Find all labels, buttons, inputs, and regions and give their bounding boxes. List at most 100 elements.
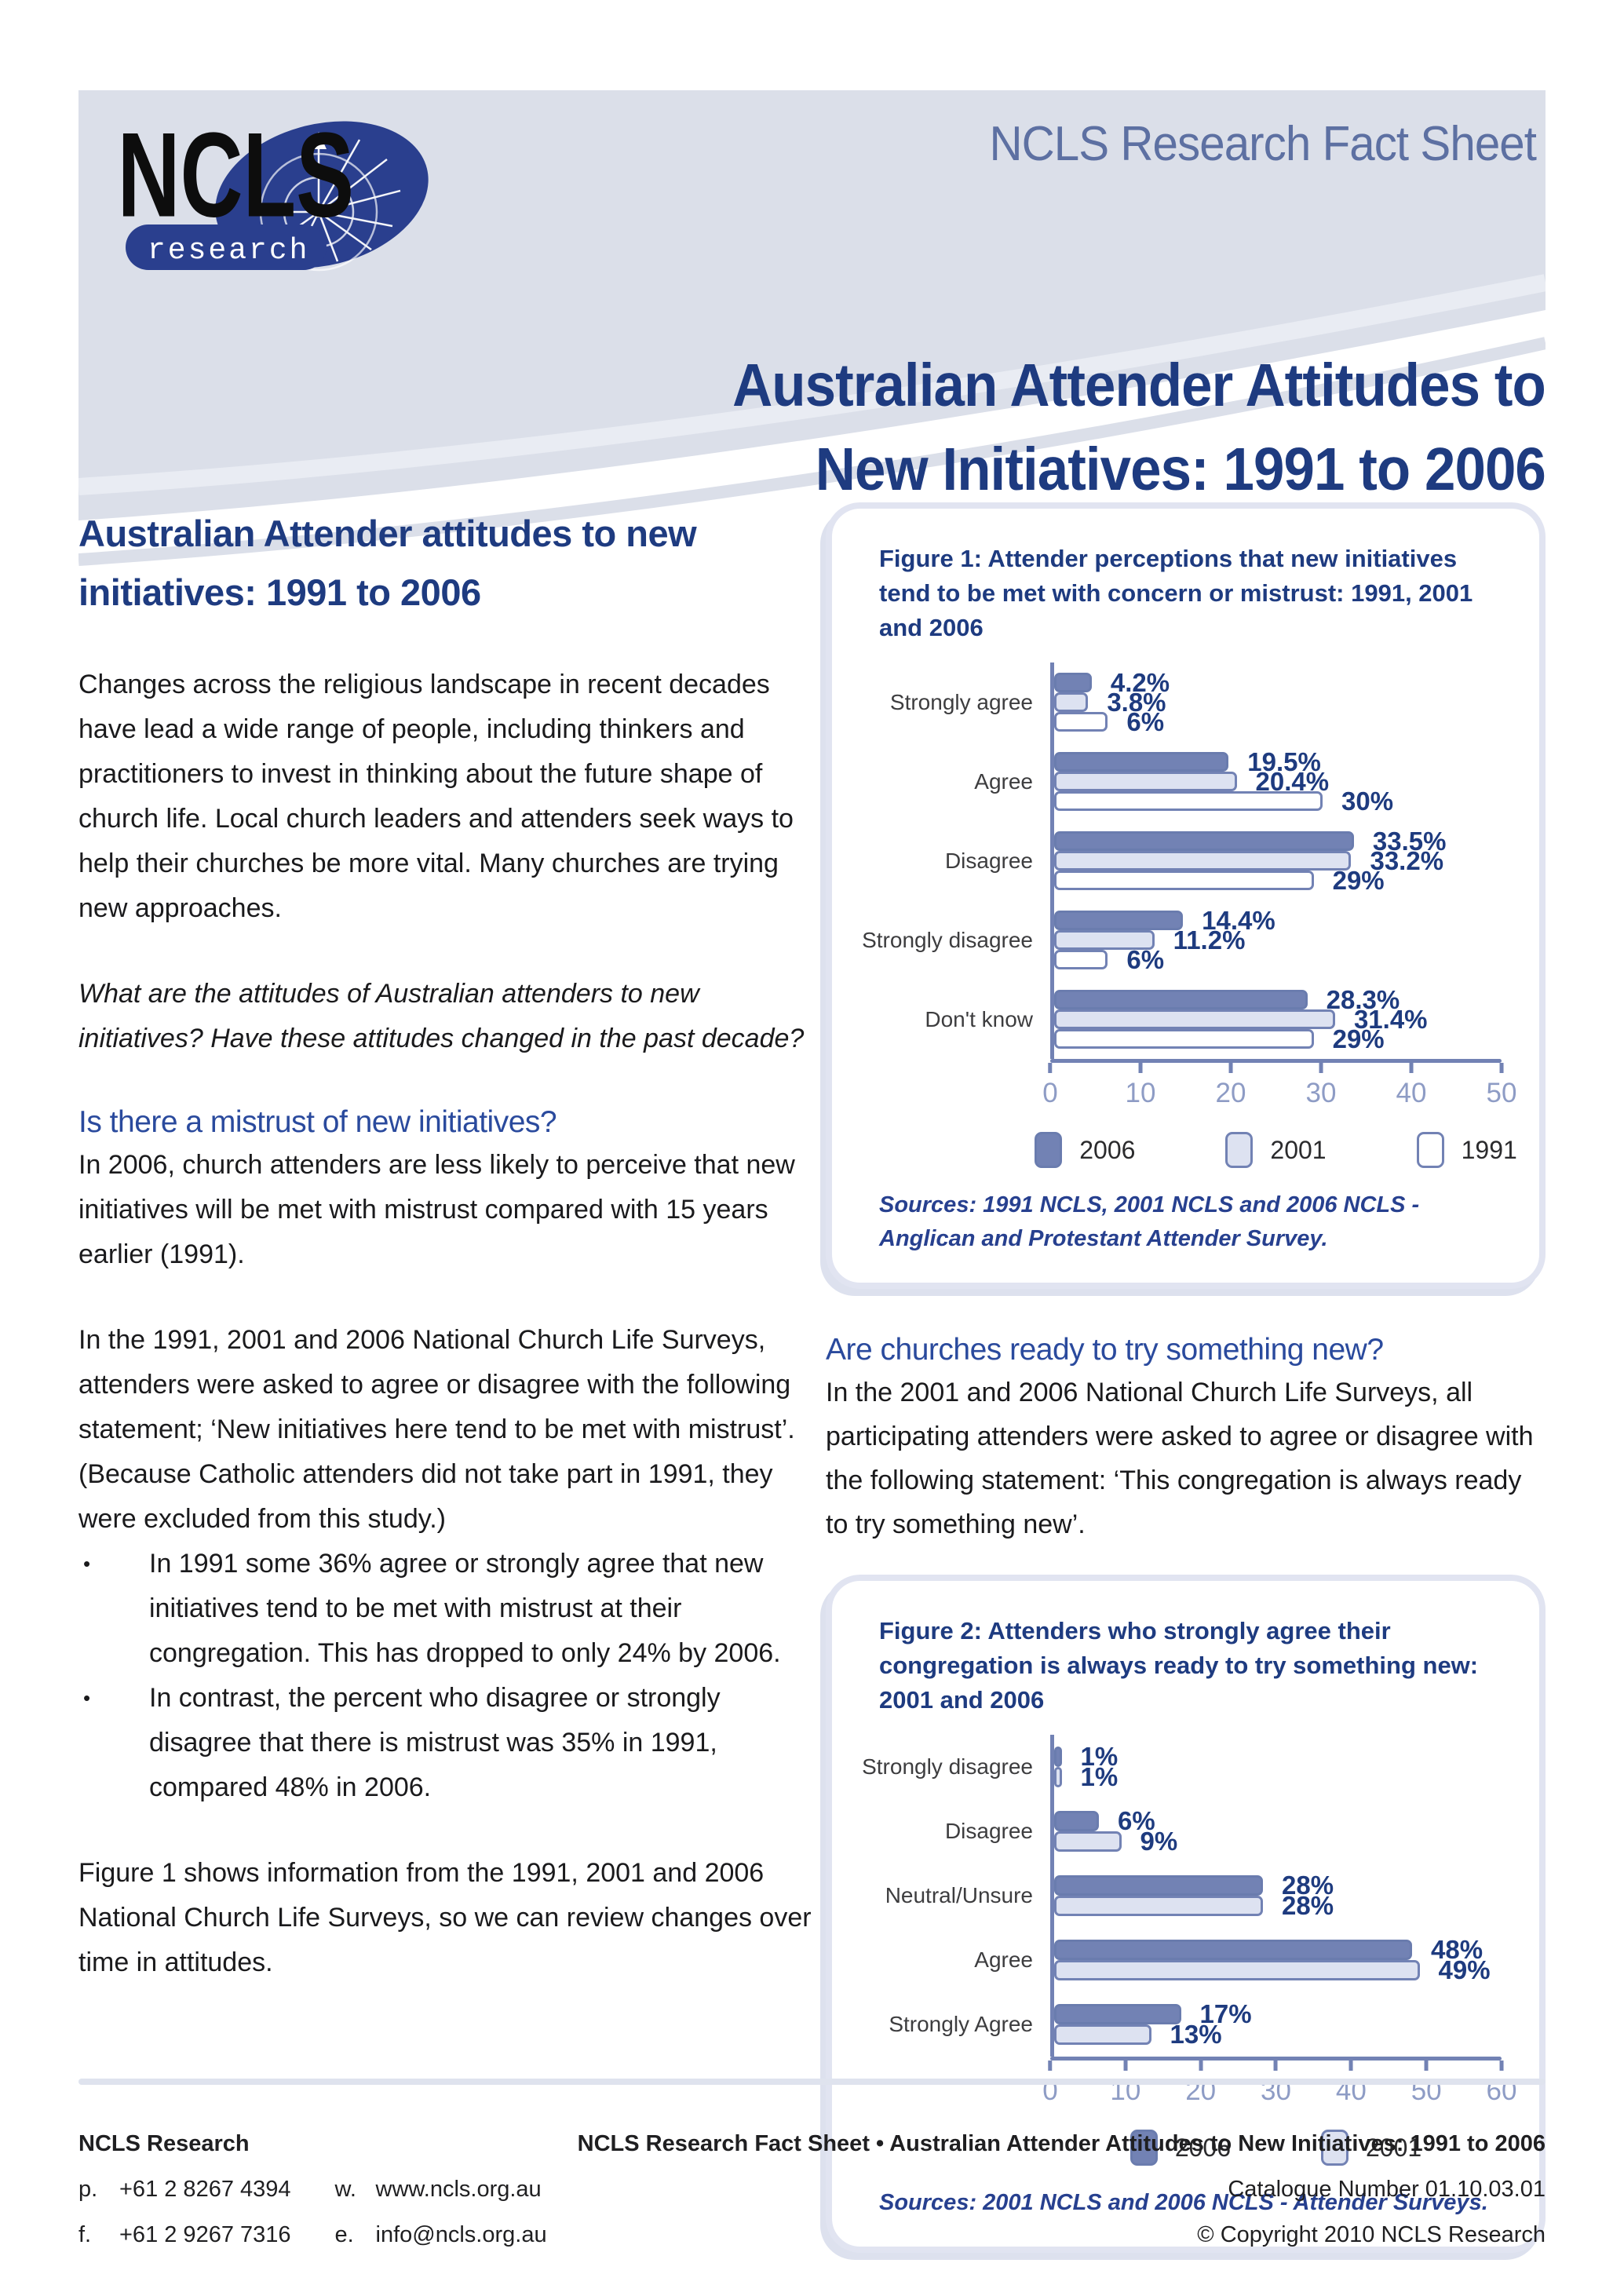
bar-wrap: 28%	[1054, 1891, 1502, 1920]
bullet-marker: •	[83, 1686, 91, 1710]
value-label: 4.2%	[1110, 667, 1170, 697]
bar-wrap: 3.8%	[1054, 688, 1502, 717]
tick-mark	[1123, 2061, 1128, 2071]
ncls-logo: NCLS research	[116, 108, 430, 285]
email-label: e.	[334, 2222, 354, 2247]
page-title: Australian Attender Attitudes to New Ini…	[732, 344, 1546, 512]
legend-label: 2006	[1079, 1135, 1136, 1164]
legend-item-2001: 2001	[1225, 1132, 1327, 1168]
chart-row: Disagree 33.5% 33.2% 29%	[870, 821, 1502, 900]
tick-mark	[1409, 1063, 1414, 1073]
bar-2006	[1054, 831, 1354, 851]
figure-2-box: Figure 2: Attenders who strongly agree t…	[826, 1575, 1546, 2253]
value-label: 13%	[1170, 2020, 1222, 2049]
phone-label: p.	[78, 2177, 98, 2202]
bar-wrap: 48%	[1054, 1935, 1502, 1964]
category-label: Strongly Agree	[889, 2012, 1033, 2036]
bar-group: 4.2% 3.8% 6%	[1050, 663, 1502, 742]
category-label: Strongly disagree	[862, 927, 1033, 952]
category-label: Agree	[974, 1947, 1033, 1972]
legend-label: 2001	[1366, 2133, 1422, 2162]
value-label: 28%	[1282, 1871, 1334, 1900]
category-label: Strongly agree	[889, 689, 1033, 714]
bar-1991	[1054, 712, 1108, 732]
bar-wrap: 1%	[1054, 1762, 1502, 1791]
value-label: 3.8%	[1107, 687, 1166, 717]
figure-1-sources: Sources: 1991 NCLS, 2001 NCLS and 2006 N…	[879, 1192, 1420, 1251]
bar-wrap: 14.4%	[1054, 906, 1502, 935]
bar-wrap: 29%	[1054, 1024, 1502, 1053]
legend-label: 1991	[1461, 1135, 1517, 1164]
ncls-logo-graphic: NCLS research	[118, 108, 429, 272]
left-column: Australian Attender attitudes to new ini…	[78, 504, 818, 1985]
footer-publication-block: NCLS Research Fact Sheet • Australian At…	[578, 2121, 1546, 2258]
bar-group: 28% 28%	[1050, 1863, 1502, 1928]
value-label: 49%	[1438, 1955, 1491, 1984]
bar-2001	[1054, 1960, 1420, 1980]
bar-1991	[1054, 791, 1323, 811]
chart-row: Strongly agree 4.2% 3.8% 6%	[870, 663, 1502, 742]
bar-wrap: 30%	[1054, 787, 1502, 816]
chart-row: Strongly disagree 1% 1%	[862, 1735, 1502, 1799]
tick-mark	[1319, 1063, 1323, 1073]
bar-2006	[1054, 1811, 1099, 1831]
bar-2006	[1054, 990, 1308, 1009]
tick-mark	[1048, 1063, 1053, 1073]
value-label: 33.2%	[1370, 845, 1444, 875]
x-axis-tick: 40	[1396, 1063, 1427, 1109]
fax-number: +61 2 9267 7316	[119, 2222, 291, 2247]
chart-row: Agree 19.5% 20.4% 30%	[870, 742, 1502, 821]
section-heading-ready: Are churches ready to try something new?	[826, 1333, 1384, 1367]
mistrust-paragraph-2: In the 1991, 2001 and 2006 National Chur…	[78, 1325, 795, 1534]
bar-group: 6% 9%	[1050, 1799, 1502, 1863]
legend-swatch-2006	[1130, 2130, 1158, 2166]
legend-label: 2006	[1174, 2133, 1231, 2162]
bar-2001	[1054, 1831, 1122, 1852]
question-paragraph: What are the attitudes of Australian att…	[78, 979, 805, 1053]
footer-copyright: © Copyright 2010 NCLS Research	[1197, 2222, 1546, 2247]
bar-wrap: 6%	[1054, 707, 1502, 736]
value-label: 6%	[1126, 944, 1165, 974]
x-axis-line	[1050, 1059, 1502, 1063]
bar-2006	[1054, 673, 1092, 692]
bar-group: 19.5% 20.4% 30%	[1050, 742, 1502, 821]
figure-1-title: Figure 1: Attender perceptions that new …	[879, 545, 1473, 641]
bar-wrap: 11.2%	[1054, 925, 1502, 955]
chart-row: Disagree 6% 9%	[870, 1799, 1502, 1863]
value-label: 19.5%	[1247, 746, 1321, 776]
bar-wrap: 19.5%	[1054, 747, 1502, 776]
tick-mark	[1499, 2061, 1504, 2071]
phone-number: +61 2 8267 4394	[119, 2177, 291, 2202]
bar-1991	[1054, 950, 1108, 969]
tick-mark	[1499, 1063, 1504, 1073]
value-label: 6%	[1118, 1806, 1155, 1835]
bar-1991	[1054, 871, 1314, 890]
figure-2-legend: 2006 2001	[1050, 2130, 1502, 2166]
tick-label: 40	[1396, 1078, 1427, 1108]
bar-wrap: 33.2%	[1054, 846, 1502, 875]
website-url: www.ncls.org.au	[375, 2177, 542, 2202]
article-heading: Australian Attender attitudes to new ini…	[78, 513, 697, 613]
logo-subtext: research	[148, 234, 309, 268]
figure1-reference-paragraph: Figure 1 shows information from the 1991…	[78, 1858, 812, 1977]
bar-2006	[1054, 1875, 1263, 1896]
value-label: 29%	[1332, 1024, 1385, 1053]
bar-2006	[1054, 2004, 1181, 2024]
legend-swatch-2001	[1321, 2130, 1348, 2166]
banner-title: NCLS Research Fact Sheet	[989, 117, 1536, 171]
bar-wrap: 49%	[1054, 1955, 1502, 1984]
tick-mark	[1348, 2061, 1353, 2071]
bar-wrap: 6%	[1054, 945, 1502, 974]
figure-1-legend: 2006 2001 1991	[1035, 1132, 1517, 1168]
footer-org-name: NCLS Research	[78, 2131, 250, 2156]
section-heading-mistrust: Is there a mistrust of new initiatives?	[78, 1105, 557, 1139]
bar-group: 33.5% 33.2% 29%	[1050, 821, 1502, 900]
bar-2001	[1054, 772, 1237, 791]
figure-2-chart: Strongly disagree 1% 1% Disagree 6% 9% Neutral…	[862, 1735, 1516, 2114]
x-axis-tick: 50	[1487, 1063, 1516, 1109]
bar-wrap: 4.2%	[1054, 668, 1502, 697]
tick-label: 10	[1125, 1078, 1156, 1108]
bar-group: 14.4% 11.2% 6%	[1050, 900, 1502, 980]
bar-2001	[1054, 1896, 1263, 1916]
footer: NCLS Research p. +61 2 8267 4394 w. www.ncl…	[78, 2079, 1546, 2258]
